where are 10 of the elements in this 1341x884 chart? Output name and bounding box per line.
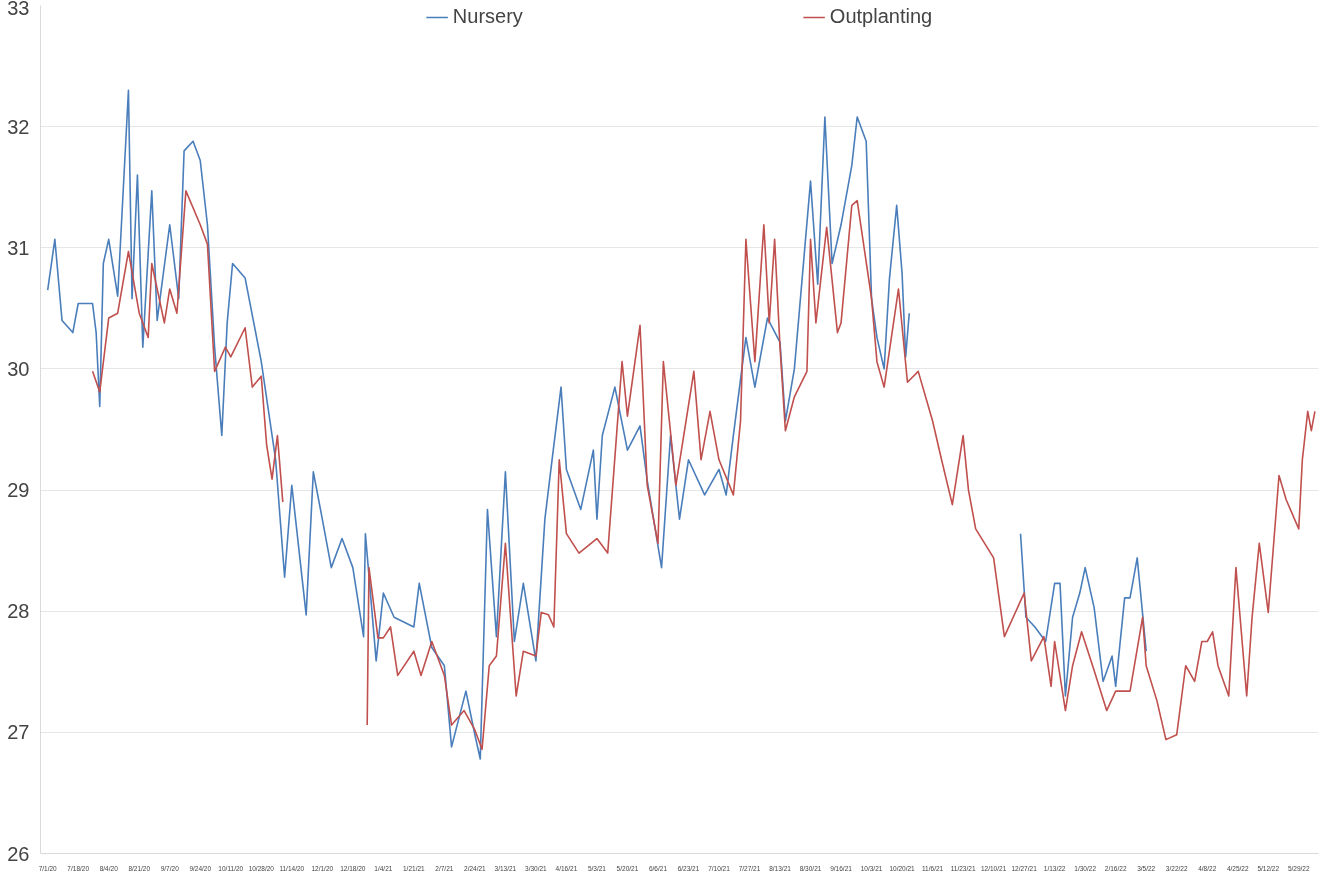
y-tick-label: 30 (7, 357, 30, 380)
legend-label: Nursery (452, 5, 523, 28)
y-tick-label: 26 (7, 842, 30, 865)
y-tick-label: 31 (7, 236, 30, 259)
y-tick-label: 27 (7, 721, 30, 744)
legend-label: Outplanting (829, 5, 933, 28)
y-tick-label: 29 (7, 479, 30, 502)
y-tick-label: 33 (7, 0, 30, 19)
y-tick-label: 28 (7, 600, 30, 623)
y-tick-label: 32 (7, 115, 30, 138)
